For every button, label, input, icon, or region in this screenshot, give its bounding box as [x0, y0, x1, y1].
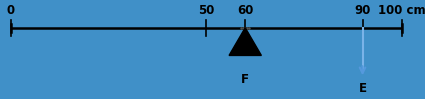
Text: 50: 50	[198, 4, 214, 17]
Text: 0: 0	[6, 4, 15, 17]
Text: F: F	[241, 73, 249, 86]
Text: 100 cm: 100 cm	[378, 4, 425, 17]
Text: 90: 90	[354, 4, 371, 17]
Text: 60: 60	[237, 4, 253, 17]
Polygon shape	[229, 28, 261, 55]
Text: E: E	[359, 82, 366, 95]
